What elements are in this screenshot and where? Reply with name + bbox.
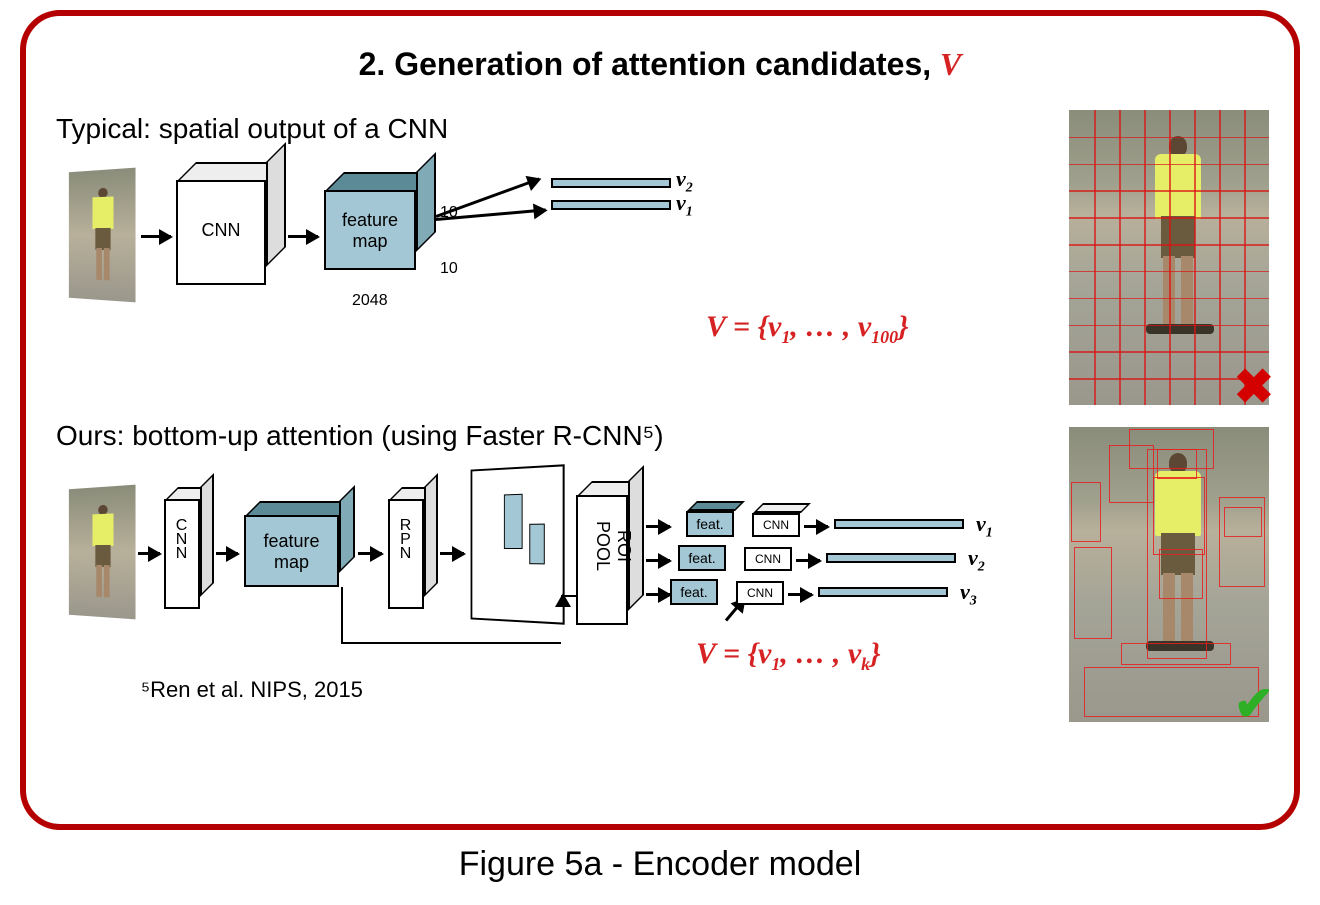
arrow: [804, 525, 828, 528]
input-image-thumb: [69, 168, 136, 303]
dim-w: 10: [440, 260, 458, 278]
v-set-typical: V = {v1, … , v100}: [706, 310, 909, 348]
small-cnn-box: CNN: [752, 513, 800, 537]
roi-region: [504, 494, 523, 549]
arrow: [788, 593, 812, 596]
featmap-label: feature map: [324, 210, 416, 252]
dim-depth: 2048: [352, 292, 388, 310]
arrow: [796, 559, 820, 562]
typical-image-area: ✖: [1069, 110, 1269, 410]
connector: [341, 587, 343, 642]
arrow: [646, 525, 670, 528]
arrow: [141, 235, 171, 238]
title-number: 2.: [359, 46, 386, 82]
arrow: [440, 552, 464, 555]
feature-bar: [551, 200, 671, 210]
small-cnn-box: CNN: [736, 581, 784, 605]
input-image-thumb: [69, 485, 136, 620]
typical-row: CNN feature map 2048 10 10 v2 v1 V = {v1…: [56, 160, 1264, 400]
ours-diagram: CNN feature map RPN: [56, 467, 1036, 777]
cnn-label: CNN: [172, 517, 190, 559]
roi-label: ROI POOL: [570, 521, 634, 571]
feature-bar: [818, 587, 948, 597]
arrow: [646, 559, 670, 562]
small-cnn-box: CNN: [744, 547, 792, 571]
proposals-plane: [471, 464, 565, 624]
ours-row: CNN feature map RPN: [56, 467, 1264, 777]
rpn-label: RPN: [396, 517, 414, 559]
figure-caption: Figure 5a - Encoder model: [0, 845, 1320, 884]
v-label: v1: [976, 511, 993, 541]
arrow: [288, 235, 318, 238]
arrow: [646, 593, 670, 596]
connector: [341, 642, 561, 644]
ours-image-area: ✔: [1069, 427, 1269, 727]
arrow: [358, 552, 382, 555]
feature-bar: [834, 519, 964, 529]
v-label: v3: [960, 579, 977, 609]
small-feat-box: feat.: [678, 545, 726, 571]
roi-region: [529, 524, 544, 565]
title-text: Generation of attention candidates,: [394, 46, 931, 82]
featmap-label: feature map: [244, 531, 339, 573]
small-feat-box: feat.: [670, 579, 718, 605]
v-set-ours: V = {v1, … , vk}: [696, 637, 881, 675]
check-icon: ✔: [1234, 676, 1274, 732]
citation: ⁵Ren et al. NIPS, 2015: [141, 677, 363, 703]
v-label: v2: [968, 545, 985, 575]
arrow: [216, 552, 238, 555]
v-label: v1: [676, 190, 693, 220]
title-symbol: V: [940, 46, 961, 82]
feature-bar: [551, 178, 671, 188]
figure-panel: 2. Generation of attention candidates, V…: [20, 10, 1300, 830]
cnn-label: CNN: [176, 220, 266, 241]
cross-icon: ✖: [1234, 359, 1274, 415]
figure-title: 2. Generation of attention candidates, V: [56, 46, 1264, 83]
small-feat-box: feat.: [686, 511, 734, 537]
arrow: [138, 552, 160, 555]
small-box-top: [753, 503, 811, 513]
typical-diagram: CNN feature map 2048 10 10 v2 v1 V = {v1…: [56, 160, 1036, 400]
small-box-top: [687, 501, 745, 511]
feature-bar: [826, 553, 956, 563]
